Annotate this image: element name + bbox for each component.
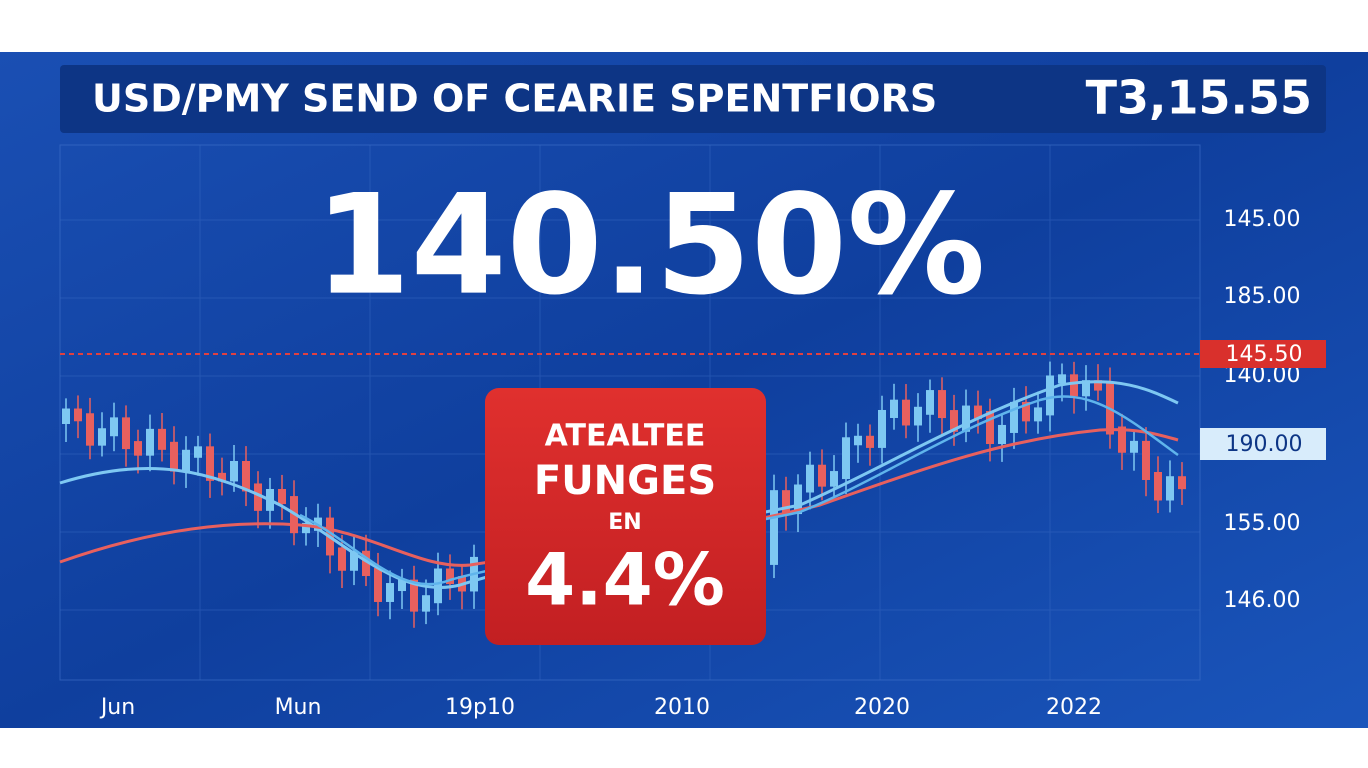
candle-body [242, 460, 250, 492]
y-label: 146.00 [1224, 588, 1301, 613]
candle-body [854, 435, 862, 446]
moving-average-line [299, 395, 1179, 586]
candle-body [962, 405, 970, 432]
candle-body [1058, 374, 1066, 384]
candle-body [338, 547, 346, 571]
badge [485, 388, 766, 645]
candle-body [422, 595, 430, 612]
candle-body [1166, 476, 1174, 501]
candle-body [218, 472, 226, 482]
price-tag-label: 190.00 [1226, 432, 1303, 457]
x-label: Jun [99, 695, 135, 720]
chart-frame [59, 144, 1201, 681]
candle-body [98, 428, 106, 446]
candle-body [302, 522, 310, 534]
candle-body [1082, 380, 1090, 397]
candle-body [1046, 375, 1054, 416]
candle-body [386, 583, 394, 602]
header-value: T3,15.55 [1086, 71, 1312, 125]
candle-body [938, 390, 946, 419]
candle-body [86, 413, 94, 446]
x-label: 19p10 [445, 695, 515, 720]
price-tag [1200, 428, 1326, 460]
candle-body [374, 568, 382, 602]
candle-body [146, 428, 154, 456]
candle-body [74, 408, 82, 422]
candle-body [230, 460, 238, 482]
candle-body [134, 441, 142, 456]
candle-body [446, 568, 454, 585]
candle-body [770, 490, 778, 565]
candle-body [182, 449, 190, 472]
candle-body [122, 417, 130, 450]
candle-body [782, 490, 790, 515]
candle-body [362, 550, 370, 577]
badge-line: FUNGES [534, 458, 716, 504]
candle-body [1178, 476, 1186, 490]
candle-body [842, 437, 850, 480]
candle-body [1010, 401, 1018, 433]
candle-body [350, 550, 358, 571]
candle-body [818, 464, 826, 487]
badge-line: EN [608, 510, 641, 535]
candle-body [62, 408, 70, 424]
candle-body [206, 446, 214, 481]
candle-body [1034, 407, 1042, 422]
candle-body [1094, 380, 1102, 391]
badge-line: 4.4% [525, 538, 725, 622]
candle-body [170, 441, 178, 472]
price-tag [1200, 340, 1326, 368]
candle-body [1070, 374, 1078, 397]
candle-body [806, 464, 814, 493]
headline: 140.50% [315, 165, 986, 326]
candle-body [278, 488, 286, 505]
candle-body [410, 579, 418, 612]
price-tag-label: 145.50 [1226, 342, 1303, 367]
candle-body [794, 484, 802, 515]
header-bar [60, 65, 1326, 133]
candle-body [398, 579, 406, 592]
x-label: Mun [275, 695, 322, 720]
candle-body [998, 424, 1006, 445]
badge-line: ATEALTEE [545, 419, 706, 454]
y-label: 155.00 [1224, 511, 1301, 536]
candle-body [914, 406, 922, 426]
candle-body [194, 446, 202, 458]
candle-body [830, 471, 838, 487]
candle-body [1022, 401, 1030, 422]
candle-body [974, 405, 982, 420]
candle-body [1154, 471, 1162, 501]
candle-body [902, 399, 910, 426]
candle-body [434, 568, 442, 604]
x-label: 2022 [1046, 695, 1102, 720]
candle-body [950, 410, 958, 432]
x-label: 2020 [854, 695, 910, 720]
x-label: 2010 [654, 695, 710, 720]
candle-body [878, 409, 886, 448]
candle-body [866, 435, 874, 448]
candle-body [110, 417, 118, 437]
candle-body [890, 399, 898, 418]
candle-body [254, 483, 262, 511]
header-title: USD/PMY SEND OF CEARIE SPENTFIORS [92, 77, 937, 121]
candle-body [1130, 440, 1138, 453]
candle-body [1142, 440, 1150, 480]
candle-body [926, 390, 934, 415]
candle-body [986, 411, 994, 445]
candle-body [1118, 426, 1126, 453]
y-label: 185.00 [1224, 284, 1301, 309]
y-label: 145.00 [1224, 207, 1301, 232]
candle-body [158, 428, 166, 450]
